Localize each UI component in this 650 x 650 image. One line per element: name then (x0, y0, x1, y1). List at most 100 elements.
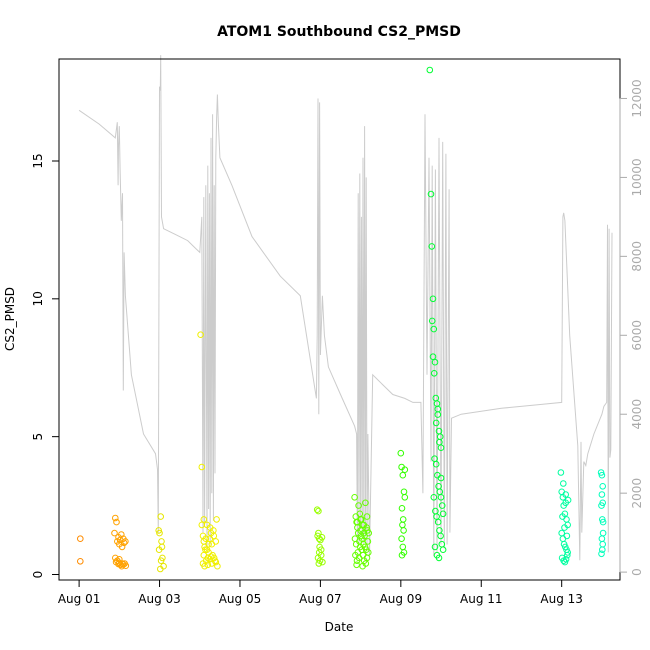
data-point (558, 529, 566, 537)
data-point (122, 562, 130, 570)
secondary-y-tick-label: 8000 (630, 241, 644, 272)
data-point (599, 518, 607, 526)
x-tick-label: Aug 03 (138, 592, 181, 606)
data-point (431, 543, 439, 551)
data-point (400, 527, 407, 534)
data-point (557, 469, 565, 476)
plot-area-frame (58, 58, 621, 581)
data-point (360, 521, 368, 529)
y-axis-label: CS2_PMSD (3, 287, 17, 351)
data-point (359, 551, 367, 559)
secondary-series-line (78, 55, 613, 561)
data-point (562, 491, 570, 498)
data-point (313, 506, 321, 514)
x-tick-label: Aug 01 (58, 592, 101, 606)
x-tick-label: Aug 07 (299, 592, 342, 606)
data-point (119, 560, 126, 567)
data-point (429, 353, 437, 361)
data-point (430, 325, 438, 333)
data-point (351, 494, 358, 501)
data-point (560, 480, 567, 487)
data-point (436, 438, 443, 446)
secondary-series-polyline (78, 55, 613, 561)
data-point (213, 516, 220, 523)
x-tick-label: Aug 05 (219, 592, 262, 606)
data-point (439, 510, 447, 518)
data-point (359, 562, 366, 570)
data-point (428, 317, 436, 325)
x-tick-label: Aug 13 (540, 592, 583, 606)
data-point (200, 516, 208, 523)
data-point (598, 471, 606, 479)
data-point (158, 538, 165, 545)
data-point (430, 494, 438, 501)
data-point (437, 494, 445, 501)
data-point (563, 516, 570, 523)
data-point (208, 560, 216, 567)
data-point (434, 518, 442, 526)
data-point (204, 561, 212, 569)
data-point (599, 483, 607, 490)
data-point (399, 543, 407, 551)
y-tick-label: 5 (31, 433, 45, 441)
data-point (426, 66, 434, 74)
data-point (353, 561, 360, 569)
data-point (599, 529, 607, 537)
data-point (431, 358, 439, 366)
data-point (433, 400, 441, 407)
data-point (437, 474, 445, 482)
data-point (558, 488, 566, 496)
data-point (122, 538, 129, 545)
data-point (205, 540, 212, 548)
data-point (197, 331, 204, 339)
data-point (430, 370, 438, 377)
data-point (315, 507, 322, 515)
data-point (562, 556, 570, 563)
secondary-y-tick-label: 2000 (630, 478, 644, 509)
data-point (438, 502, 446, 509)
data-point (599, 499, 607, 507)
data-point (202, 546, 209, 554)
data-point (598, 491, 606, 498)
data-point (364, 527, 371, 534)
data-point (398, 551, 406, 559)
data-points (77, 66, 607, 573)
data-point (77, 558, 84, 565)
data-point (318, 534, 326, 541)
x-axis-label: Date (325, 620, 354, 634)
secondary-y-tick-label: 10000 (630, 158, 644, 196)
data-point (432, 419, 440, 427)
data-point (435, 427, 443, 435)
data-point (355, 502, 362, 509)
data-point (564, 496, 572, 504)
data-point (439, 546, 447, 554)
data-point (210, 554, 218, 562)
data-point (563, 532, 571, 540)
data-point (429, 295, 437, 303)
data-point (437, 532, 444, 540)
secondary-y-tick-label: 0 (630, 568, 644, 576)
data-point (353, 557, 361, 565)
y-tick-label: 10 (31, 291, 45, 306)
secondary-y-tick-label: 12000 (630, 79, 644, 117)
data-point (597, 469, 605, 476)
data-point (210, 527, 217, 534)
data-point (598, 550, 605, 558)
data-point (362, 499, 369, 507)
chart-title: ATOM1 Southbound CS2_PMSD (217, 24, 461, 40)
data-point (399, 471, 407, 479)
data-point (112, 514, 119, 522)
data-point (398, 535, 405, 543)
data-point (111, 529, 118, 537)
data-point (200, 551, 208, 559)
data-point (561, 524, 568, 531)
data-point (120, 539, 128, 547)
data-point (400, 488, 408, 496)
data-point (432, 460, 440, 468)
data-point (399, 516, 407, 523)
data-point (158, 543, 166, 551)
secondary-y-tick-label: 4000 (630, 399, 644, 430)
data-point (599, 516, 606, 523)
data-point (438, 540, 446, 548)
data-point (559, 535, 567, 543)
